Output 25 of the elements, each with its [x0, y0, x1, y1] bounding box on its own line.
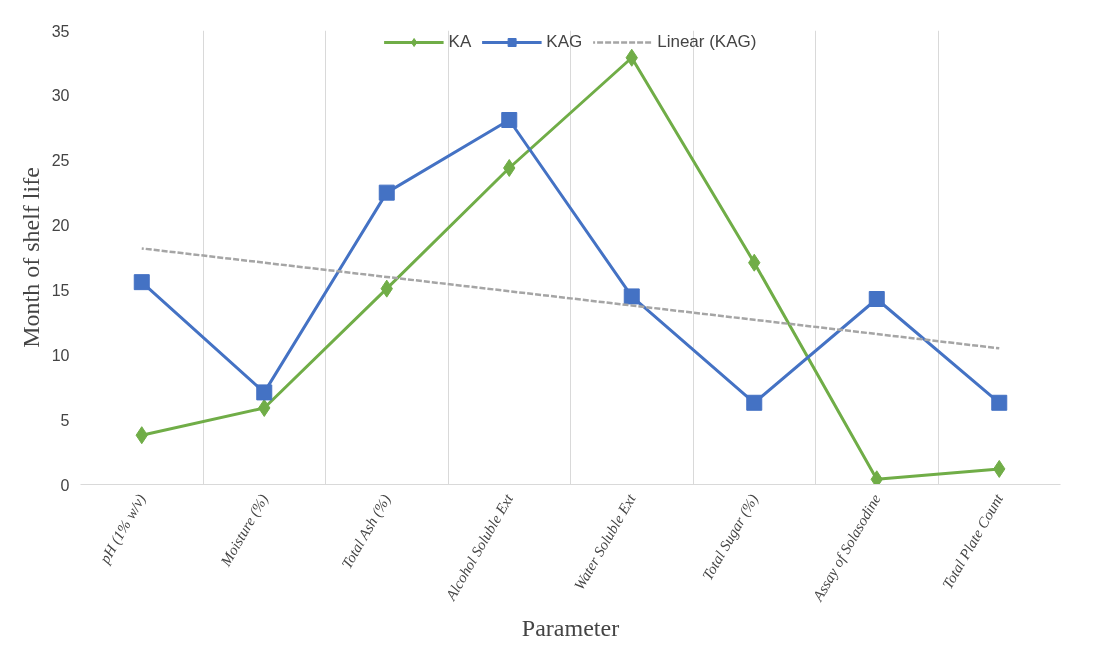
point: [623, 288, 640, 305]
point: [746, 394, 763, 411]
x-axis-title: Parameter: [521, 615, 620, 642]
y-tick-label: 35: [51, 22, 70, 40]
legend-label: Linear (KAG): [657, 32, 757, 52]
point: [133, 274, 150, 291]
point: [868, 291, 885, 308]
point: [503, 159, 516, 177]
y-tick-label: 25: [51, 152, 70, 170]
y-tick-label: 0: [60, 476, 70, 494]
x-tick-label: pH (1% w/v): [96, 491, 150, 568]
y-axis-title: Month of shelf life: [17, 167, 44, 348]
y-tick-label: 5: [60, 411, 70, 429]
point: [378, 184, 395, 201]
y-tick-label: 20: [51, 217, 70, 235]
legend-label: KA: [448, 32, 472, 52]
point: [256, 384, 273, 401]
line-series: [140, 247, 1001, 350]
point: [501, 112, 518, 128]
point: [991, 394, 1008, 411]
point: [870, 470, 883, 485]
y-tick-label: 15: [51, 281, 70, 299]
y-tick-label: 30: [51, 87, 70, 105]
legend-label: KAG: [546, 32, 583, 52]
y-tick-label: 10: [51, 346, 70, 364]
